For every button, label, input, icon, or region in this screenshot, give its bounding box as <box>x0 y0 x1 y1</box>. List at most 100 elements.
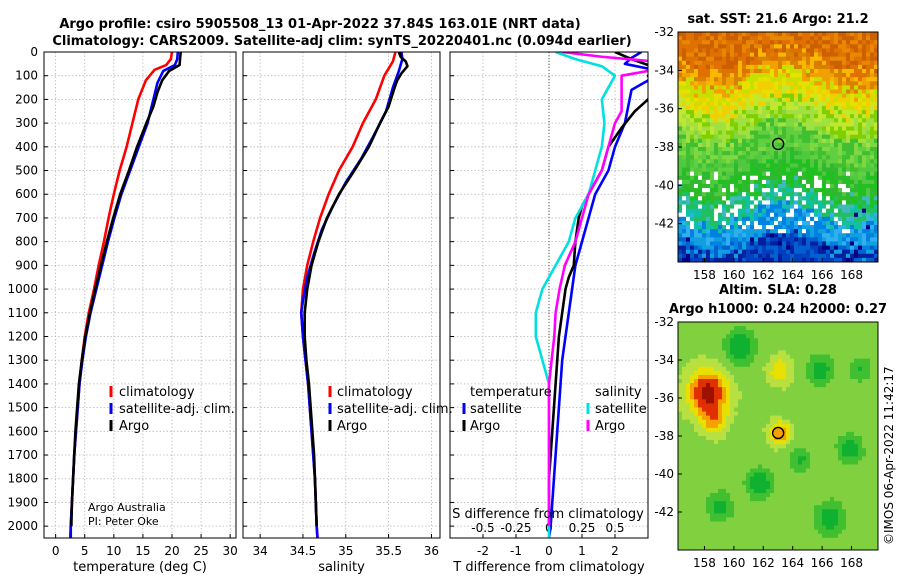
y-tick-label: 1500 <box>7 401 38 415</box>
temperature-panel: 0100200300400500600700800900100011001200… <box>7 45 237 575</box>
map-frame <box>677 31 879 263</box>
legend-s-argo: Argo <box>595 419 625 434</box>
legend-satellite-2: satellite-adj. clim. <box>337 402 453 417</box>
x-axis-label: salinity <box>318 560 365 575</box>
map-y-tick-label: -36 <box>654 391 674 405</box>
x-tick-label: 34.5 <box>290 544 317 558</box>
sst-map-title: sat. SST: 21.6 Argo: 21.2 <box>687 12 868 27</box>
x-tick-label: 15 <box>135 544 150 558</box>
y-tick-label: 500 <box>15 164 38 178</box>
difference-legend: temperature satellite Argo salinity sate… <box>462 385 647 434</box>
map-x-tick-label: 166 <box>811 556 834 570</box>
x-tick-label: 5 <box>81 544 89 558</box>
map-y-tick-label: -34 <box>654 353 674 367</box>
difference-panel: -2 -1 0 1 2-0.5 -0.25 0 0.25 0.5T difference fro… <box>449 51 649 575</box>
series-t-satellite <box>547 52 648 538</box>
legend-argo-2: Argo <box>337 419 367 434</box>
series-t-argo <box>547 52 648 527</box>
y-tick-label: 1300 <box>7 353 38 367</box>
legend-salinity-title: salinity <box>595 385 642 400</box>
y-tick-label: 1700 <box>7 448 38 462</box>
legend-s-satellite: satellite <box>595 402 647 417</box>
plot-frame <box>43 51 237 539</box>
s-difference-label: S difference from climatology <box>452 507 644 522</box>
map-x-tick-label: 164 <box>781 268 804 282</box>
y-tick-label: 0 <box>30 45 38 59</box>
argo-position-marker <box>771 137 785 151</box>
series-s-argo <box>547 52 648 527</box>
watermark: ©IMOS 06-Apr-2022 11:42:17 <box>882 366 896 545</box>
x-tick-label: 1 <box>578 544 586 558</box>
series-argo <box>70 52 183 527</box>
x-tick-label: -2 <box>477 544 489 558</box>
map-y-tick-label: -42 <box>654 505 674 519</box>
map-x-tick-label: 166 <box>811 268 834 282</box>
sla-map-title-line1: Altim. SLA: 0.28 <box>719 283 837 298</box>
sla-map-title-line2: Argo h1000: 0.24 h2000: 0.27 <box>669 302 887 317</box>
x-tick-label: 0 <box>52 544 60 558</box>
map-frame <box>677 321 879 551</box>
map-pixels <box>678 322 879 551</box>
map-y-tick-label: -38 <box>654 429 674 443</box>
map-y-tick-label: -32 <box>654 315 674 329</box>
x-axis-label: T difference from climatology <box>452 560 645 575</box>
y-tick-label: 1100 <box>7 306 38 320</box>
map-y-tick-label: -40 <box>654 178 674 192</box>
legend-t-satellite: satellite <box>470 402 522 417</box>
figure-title-line2: Climatology: CARS2009. Satellite-adj cli… <box>52 34 631 49</box>
plot-frame <box>449 51 649 539</box>
map-x-tick-label: 168 <box>840 556 863 570</box>
series-s-satellite <box>534 52 617 538</box>
y-tick-label: 200 <box>15 92 38 106</box>
y-tick-label: 400 <box>15 140 38 154</box>
y-tick-label: 100 <box>15 69 38 83</box>
y-tick-label: 1200 <box>7 329 38 343</box>
credit-line2: PI: Peter Oke <box>88 515 159 528</box>
argo-position-marker <box>771 426 785 440</box>
y-tick-label: 700 <box>15 211 38 225</box>
series-satellite-adj-clim- <box>69 52 180 538</box>
sst-map: 158 160 162 164 166 168 -32 -34 -36 -38 -40 -42 <box>654 25 879 282</box>
salinity-legend: climatology satellite-adj. clim. Argo <box>328 385 453 434</box>
y-tick-label: 1400 <box>7 377 38 391</box>
y-tick-label: 300 <box>15 116 38 130</box>
s-tick-label: 0.5 <box>605 521 624 535</box>
temperature-legend: climatology satellite-adj. clim. Argo <box>109 385 235 434</box>
x-tick-label: 25 <box>193 544 208 558</box>
map-x-tick-label: 160 <box>722 556 745 570</box>
y-tick-label: 1600 <box>7 424 38 438</box>
sla-map: 158 160 162 164 166 168 -32 -34 -36 -38 -40 -42 <box>654 315 879 570</box>
x-tick-label: 2 <box>611 544 619 558</box>
series-argo <box>303 52 409 527</box>
map-y-tick-label: -34 <box>654 63 674 77</box>
series-satellite-adj-clim- <box>299 52 404 538</box>
y-tick-label: 600 <box>15 187 38 201</box>
credit-line1: Argo Australia <box>88 501 166 514</box>
x-tick-label: 10 <box>106 544 121 558</box>
map-x-tick-label: 158 <box>693 556 716 570</box>
figure-title-line1: Argo profile: csiro 5905508_13 01-Apr-20… <box>59 17 580 32</box>
s-tick-label: 0.25 <box>569 521 596 535</box>
legend-satellite: satellite-adj. clim. <box>119 402 235 417</box>
map-x-tick-label: 164 <box>781 556 804 570</box>
map-y-tick-label: -42 <box>654 217 674 231</box>
y-tick-label: 1800 <box>7 472 38 486</box>
y-tick-label: 800 <box>15 235 38 249</box>
legend-climatology: climatology <box>119 385 195 400</box>
legend-temperature-title: temperature <box>470 385 552 400</box>
x-tick-label: -1 <box>510 544 522 558</box>
x-tick-label: 0 <box>545 544 553 558</box>
map-y-tick-label: -36 <box>654 102 674 116</box>
map-y-tick-label: -38 <box>654 140 674 154</box>
y-tick-label: 1000 <box>7 282 38 296</box>
map-y-tick-label: -40 <box>654 467 674 481</box>
salinity-panel: 34 34.5 35 35.5 36 salinity <box>242 51 441 575</box>
s-tick-label: -0.25 <box>500 521 531 535</box>
map-pixels <box>678 32 879 263</box>
x-tick-label: 20 <box>164 544 179 558</box>
x-tick-label: 34 <box>252 544 267 558</box>
y-tick-label: 1900 <box>7 495 38 509</box>
legend-t-argo: Argo <box>470 419 500 434</box>
map-x-tick-label: 162 <box>752 556 775 570</box>
